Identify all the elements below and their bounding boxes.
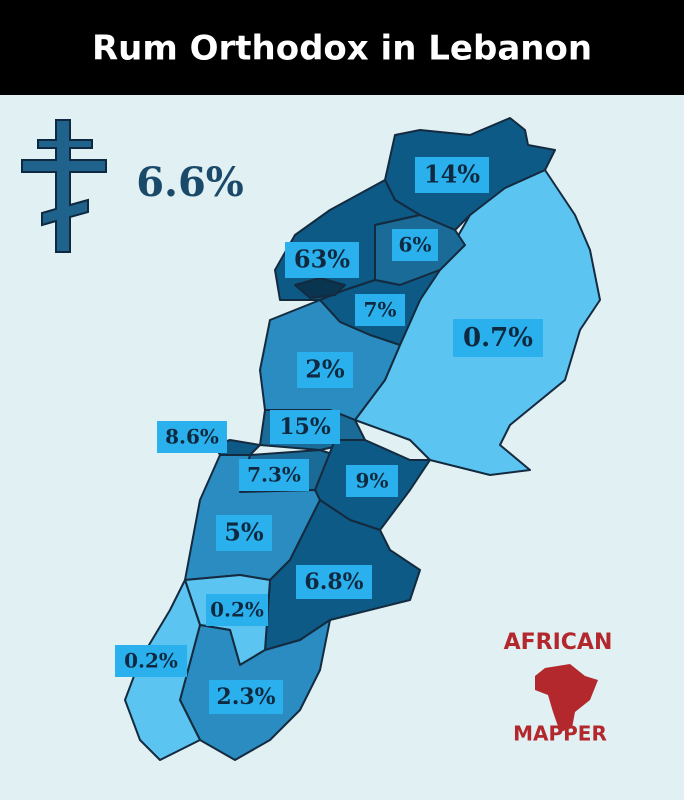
region-label: 2% (305, 355, 345, 384)
label-box (415, 157, 489, 193)
region-label: 9% (356, 469, 389, 493)
brand-line: MAPPER (513, 722, 607, 746)
region-label: 0.2% (124, 649, 178, 673)
region-label: 8.6% (165, 425, 219, 449)
region-label: 5% (224, 518, 264, 547)
region-label: 0.7% (463, 323, 533, 353)
label-box (392, 229, 438, 261)
label-box (239, 459, 309, 491)
label-box (216, 515, 272, 551)
brand-line: AFRICAN (504, 630, 613, 655)
region-label: 14% (424, 160, 480, 189)
label-box (296, 565, 372, 599)
region-label: 6.8% (304, 569, 363, 595)
region-label: 0.2% (210, 598, 264, 622)
africa-icon (535, 664, 598, 732)
region-label: 6% (399, 233, 432, 257)
label-box (285, 242, 359, 278)
region-label: 7.3% (247, 463, 301, 487)
label-box (297, 352, 353, 388)
label-box (270, 410, 340, 444)
region-label: 7% (364, 298, 397, 322)
title: Rum Orthodox in Lebanon (92, 29, 592, 69)
label-box (115, 645, 187, 677)
region-label: 15% (279, 414, 331, 440)
label-box (355, 294, 405, 326)
region-label: 63% (294, 245, 350, 274)
region-labels: 14% 6% 63% 7% 0.7% 2% 15% 8.6% 7.3% 9% 5% 6.8% 0.2% 0… (115, 157, 543, 714)
district (294, 277, 346, 299)
header-bar (0, 0, 684, 95)
region-label: 2.3% (216, 684, 275, 710)
label-box (206, 594, 268, 626)
label-box (453, 319, 543, 357)
national-share: 6.6% (136, 159, 244, 206)
label-box (157, 421, 227, 453)
cross-icon (21, 119, 107, 253)
label-box (346, 465, 398, 497)
label-box (209, 680, 283, 714)
